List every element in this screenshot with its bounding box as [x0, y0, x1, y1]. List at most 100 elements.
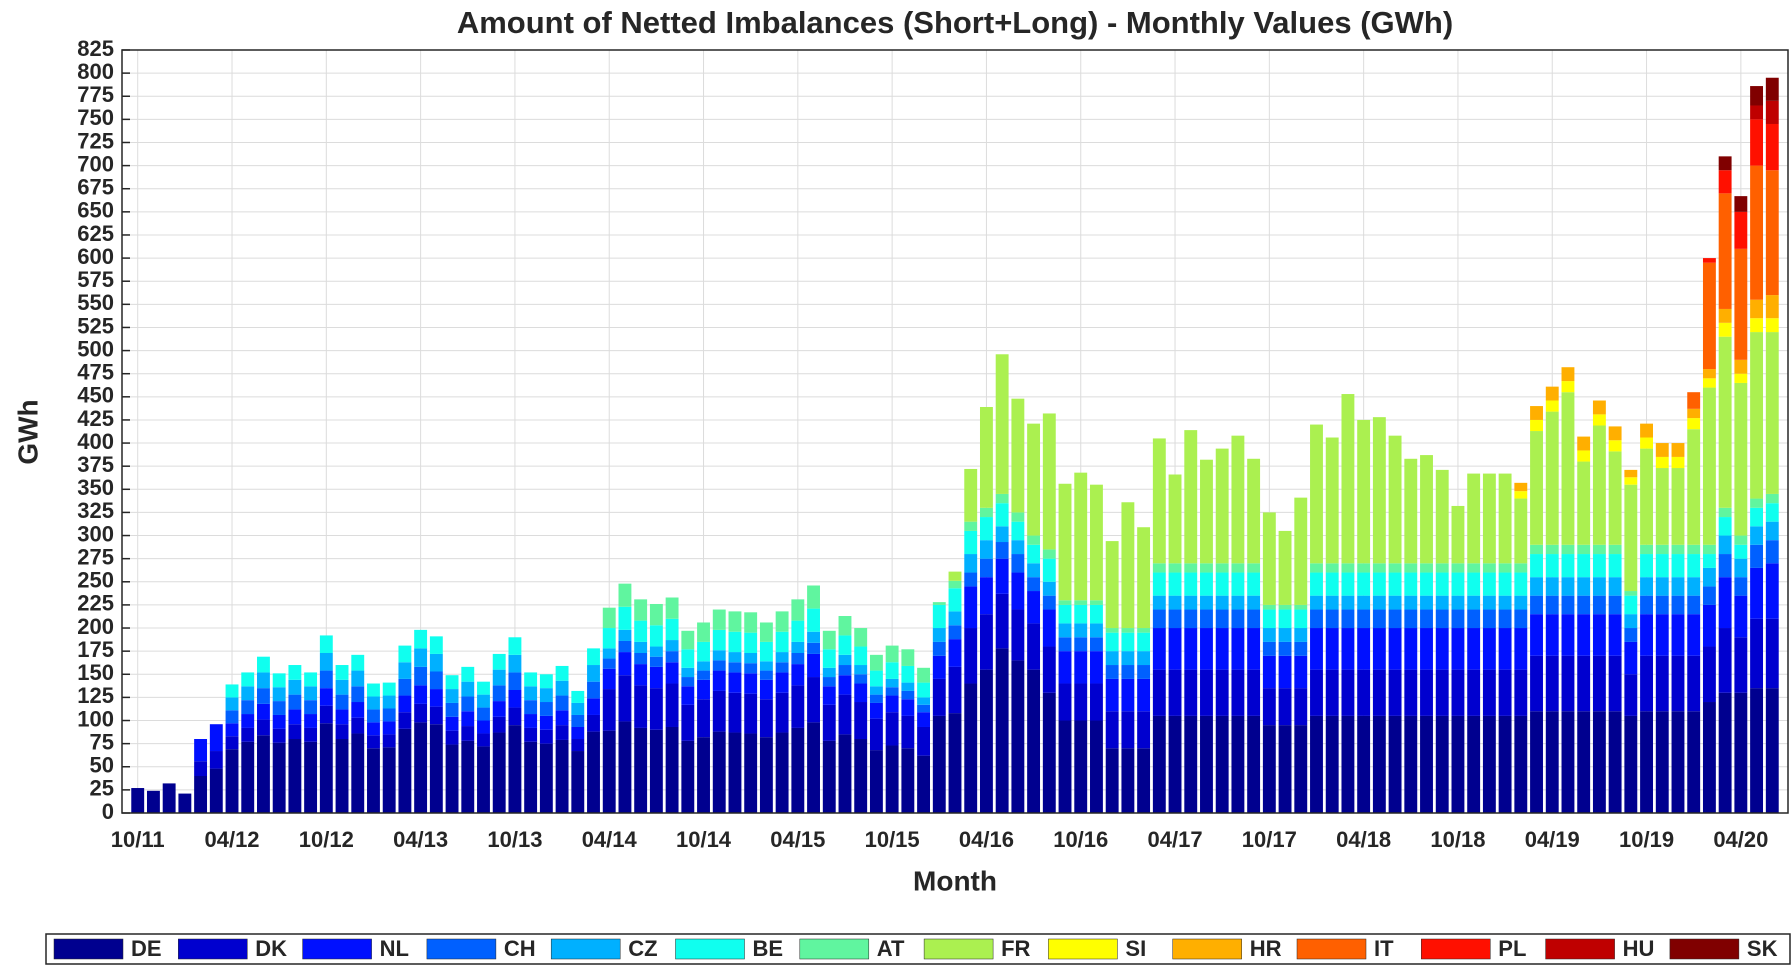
bar-segment — [1530, 595, 1543, 615]
bar-segment — [869, 670, 883, 687]
bar-segment — [1027, 591, 1041, 624]
bar-segment — [1435, 595, 1449, 610]
bar-segment — [854, 683, 868, 703]
bar-segment — [1592, 400, 1606, 415]
bar-segment — [319, 670, 333, 689]
bar-segment — [948, 611, 962, 626]
bar-segment — [1655, 456, 1669, 469]
bar-segment — [1687, 554, 1701, 578]
bar-segment — [1058, 604, 1072, 624]
bar-segment — [1388, 715, 1402, 813]
bar-segment — [1184, 595, 1198, 610]
legend-swatch — [1296, 938, 1367, 960]
bar-segment — [1530, 544, 1543, 555]
bar-segment — [1545, 554, 1559, 578]
bar-segment — [225, 749, 239, 813]
bar-segment — [807, 722, 820, 813]
x-tick-label: 04/18 — [1336, 827, 1391, 852]
bar-segment — [728, 672, 742, 693]
bar-segment — [681, 667, 695, 678]
bar-segment — [948, 666, 962, 714]
bar-segment — [948, 639, 962, 667]
bar-segment — [1341, 563, 1355, 573]
bar-segment — [1137, 665, 1151, 679]
bar-segment — [1624, 477, 1638, 485]
bar-segment — [288, 739, 302, 813]
bar-segment — [917, 726, 931, 756]
bar-segment — [1105, 651, 1119, 666]
legend-label: HR — [1250, 936, 1282, 961]
bar-segment — [1294, 609, 1308, 629]
bar-segment — [1152, 715, 1166, 813]
bar-segment — [492, 685, 506, 702]
bar-segment — [822, 686, 836, 705]
bar-segment — [508, 707, 522, 726]
bar-segment — [1750, 318, 1764, 333]
y-tick-label: 325 — [77, 498, 114, 523]
y-tick-label: 600 — [77, 244, 114, 269]
bar-segment — [367, 748, 380, 813]
bar-segment — [1388, 595, 1402, 610]
bar-segment — [1027, 669, 1041, 813]
bar-segment — [838, 734, 852, 813]
bar-segment — [1137, 527, 1151, 629]
bar-segment — [1640, 423, 1653, 438]
bar-segment — [1341, 628, 1355, 670]
bar-segment — [555, 710, 569, 726]
bar-segment — [194, 776, 208, 813]
bar-segment — [1765, 77, 1779, 101]
bar-segment — [241, 714, 255, 728]
plot-frame — [121, 49, 1789, 814]
bar-segment — [414, 629, 428, 649]
bar-segment — [1561, 595, 1575, 615]
bar-segment — [1765, 618, 1779, 689]
legend-label: CH — [504, 936, 536, 961]
bar-segment — [681, 677, 695, 687]
bar-segment — [1577, 436, 1591, 451]
bar-segment — [1262, 604, 1276, 610]
bar-segment — [1451, 563, 1465, 573]
y-tick-label: 525 — [77, 313, 114, 338]
bar-segment — [1247, 669, 1261, 716]
bar-segment — [1435, 572, 1449, 596]
bar-segment — [1357, 419, 1371, 564]
bar-segment — [618, 583, 632, 607]
bar-segment — [492, 669, 506, 686]
bar-segment — [1687, 655, 1701, 712]
bar-segment — [1608, 426, 1622, 441]
bar-segment — [1168, 628, 1182, 670]
bar-segment — [744, 693, 758, 734]
bar-segment — [1482, 595, 1496, 610]
bar-segment — [1231, 435, 1245, 564]
bar-segment — [555, 665, 569, 681]
bar-segment — [649, 666, 663, 689]
legend-label: SI — [1125, 936, 1146, 961]
bar-segment — [1074, 604, 1088, 624]
bar-segment — [1325, 563, 1339, 573]
bar-segment — [1357, 595, 1371, 610]
bar-segment — [822, 649, 836, 668]
bar-segment — [838, 616, 852, 636]
bar-segment — [1514, 572, 1528, 596]
bar-segment — [1404, 458, 1418, 564]
bar-segment — [744, 632, 758, 654]
bar-segment — [1090, 484, 1103, 601]
legend-label: CZ — [628, 936, 657, 961]
bar-segment — [1687, 408, 1701, 419]
bar-segment — [1278, 604, 1292, 610]
bar-segment — [1215, 715, 1229, 813]
bar-segment — [1561, 367, 1575, 382]
legend-swatch — [302, 938, 372, 960]
bar-segment — [1498, 715, 1512, 813]
bar-segment — [272, 673, 286, 688]
bar-segment — [539, 729, 553, 744]
bar-segment — [759, 699, 773, 738]
bar-segment — [932, 602, 946, 605]
bar-segment — [1750, 86, 1764, 106]
bar-segment — [1121, 678, 1135, 712]
bar-segment — [257, 656, 270, 673]
bar-segment — [1341, 595, 1355, 610]
bar-segment — [304, 741, 318, 813]
bar-segment — [1420, 595, 1433, 610]
bar-segment — [1404, 572, 1418, 596]
